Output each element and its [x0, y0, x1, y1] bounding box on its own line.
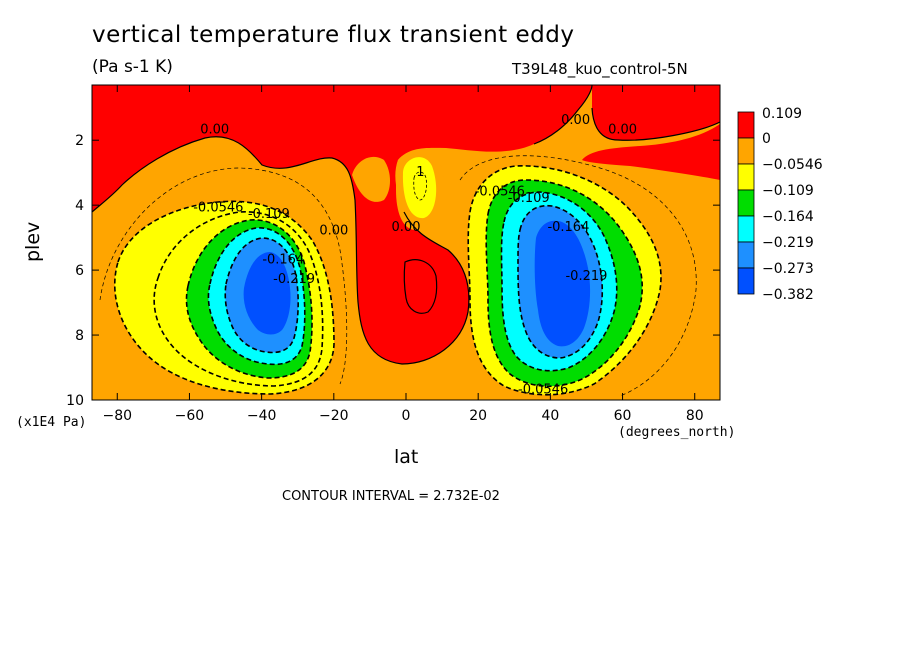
zero-contour-main	[92, 136, 470, 365]
contour-s-0546	[114, 200, 335, 395]
y-tick-label: 4	[75, 198, 84, 214]
legend-swatch	[737, 189, 755, 217]
legend-swatch	[737, 215, 755, 243]
x-tick-label: 0	[402, 408, 411, 424]
contour-label: -0.0546	[475, 184, 525, 199]
contour-label: 0.00	[561, 113, 590, 128]
y-tick-label: 10	[66, 393, 84, 409]
positive-region-center	[92, 85, 592, 364]
zero-contour-ne	[591, 107, 720, 141]
legend-label: −0.109	[762, 183, 814, 199]
contour-s-164	[185, 219, 313, 379]
inner-max-contour	[403, 259, 438, 314]
negative-cell-north-band-5	[534, 220, 591, 347]
x-tick-label: −60	[175, 408, 205, 424]
legend-label: −0.382	[762, 287, 814, 303]
y-axis-unit: (x1E4 Pa)	[16, 415, 87, 430]
contour-label: -0.164	[547, 220, 589, 235]
contour-label: 0.00	[608, 123, 637, 138]
y-axis-label: plev	[22, 221, 44, 262]
contour-label: -0.219	[565, 269, 607, 284]
contour-n-164	[500, 191, 618, 372]
y-tick-label: 6	[75, 263, 84, 279]
negative-lobe-equator	[402, 157, 437, 219]
contour-n-219	[517, 204, 604, 359]
contour-s-219	[207, 227, 306, 366]
contour-label: -0.164	[262, 253, 304, 268]
legend-label: −0.0546	[762, 157, 823, 173]
contour-label: 0.00	[392, 220, 421, 235]
positive-region-ne	[592, 85, 720, 141]
contour-interval-text: CONTOUR INTERVAL = 2.732E-02	[282, 489, 500, 504]
contour-label: -0.109	[508, 191, 550, 206]
positive-region-ne-lower	[582, 124, 720, 180]
legend-label: 0	[762, 131, 771, 147]
y-tick-label: 2	[75, 133, 84, 149]
contour-s-273	[224, 237, 299, 354]
legend-label: −0.219	[762, 235, 814, 251]
legend-swatch	[737, 163, 755, 191]
dataset-label: T39L48_kuo_control-5N	[512, 60, 688, 78]
x-tick-label: 40	[541, 408, 559, 424]
chart-units: (Pa s-1 K)	[92, 57, 173, 77]
x-tick-label: 60	[614, 408, 632, 424]
legend-swatch	[737, 137, 755, 165]
contour-n-109	[485, 179, 643, 388]
x-tick-label: 20	[469, 408, 487, 424]
zero-contour-ne-2	[533, 85, 593, 145]
legend-label: 0.109	[762, 106, 802, 122]
negative-cell-south-band-6	[243, 252, 291, 335]
x-tick-label: 80	[686, 408, 704, 424]
legend-swatch	[737, 267, 755, 295]
legend-swatch	[737, 241, 755, 269]
contour-label: 1	[416, 165, 424, 180]
negative-lobe-equator-inner	[413, 171, 427, 201]
chart-title: vertical temperature flux transient eddy	[92, 22, 575, 48]
contour-label: -0.0546	[193, 201, 243, 216]
x-tick-label: −20	[319, 408, 349, 424]
y-tick-label: 8	[75, 328, 84, 344]
contour-label: 0.00	[319, 223, 348, 238]
contour-label: -0.109	[248, 207, 290, 222]
contour-label: 0.00	[200, 123, 229, 138]
legend-label: −0.273	[762, 261, 814, 277]
contour-label: -0.0546	[518, 383, 568, 398]
contour-s-outer	[99, 167, 348, 385]
legend-label: −0.164	[762, 209, 814, 225]
zero-region-notch-2	[352, 156, 390, 202]
legend-swatch	[737, 111, 755, 139]
plot-area: 0.000.000.000.00 0.00-0.0546 -0.109-0.164-…	[92, 85, 720, 400]
contour-label: -0.219	[273, 272, 315, 287]
contour-n-0546	[467, 165, 662, 396]
x-axis-label: lat	[394, 446, 419, 468]
x-tick-label: −40	[247, 408, 277, 424]
x-tick-label: −80	[102, 408, 132, 424]
x-axis-unit: (degrees_north)	[618, 425, 736, 440]
